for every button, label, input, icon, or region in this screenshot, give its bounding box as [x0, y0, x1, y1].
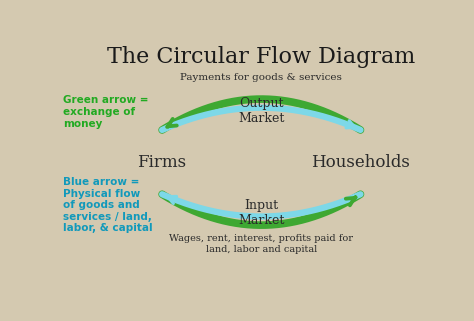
Text: Firms: Firms — [137, 154, 187, 170]
Text: Input
Market: Input Market — [238, 199, 284, 227]
Text: The Circular Flow Diagram: The Circular Flow Diagram — [107, 46, 415, 68]
Text: Blue arrow =
Physical flow
of goods and
services / land,
labor, & capital: Blue arrow = Physical flow of goods and … — [63, 177, 153, 233]
Text: Payments for goods & services: Payments for goods & services — [180, 73, 342, 82]
Text: Households: Households — [311, 154, 410, 170]
Text: Wages, rent, interest, profits paid for
land, labor and capital: Wages, rent, interest, profits paid for … — [169, 234, 353, 254]
Text: Green arrow =
exchange of
money: Green arrow = exchange of money — [63, 95, 148, 129]
Text: Output
Market: Output Market — [238, 97, 284, 125]
